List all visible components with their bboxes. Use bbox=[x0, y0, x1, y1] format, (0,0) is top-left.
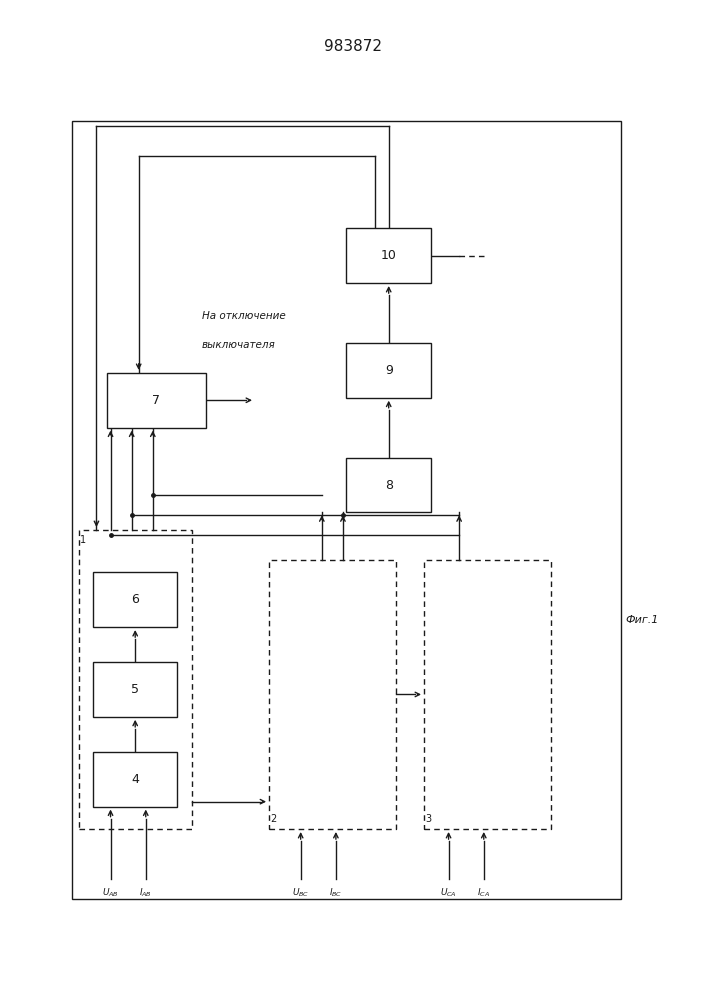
Bar bbox=[269, 560, 396, 829]
Text: $U_{CA}$: $U_{CA}$ bbox=[440, 887, 457, 899]
Bar bbox=[346, 343, 431, 398]
Text: 5: 5 bbox=[132, 683, 139, 696]
Text: 9: 9 bbox=[385, 364, 392, 377]
Text: $I_{AB}$: $I_{AB}$ bbox=[139, 887, 152, 899]
Text: 3: 3 bbox=[426, 814, 431, 824]
Text: 8: 8 bbox=[385, 479, 392, 492]
Bar bbox=[93, 662, 177, 717]
Bar bbox=[346, 458, 431, 512]
Text: $U_{AB}$: $U_{AB}$ bbox=[102, 887, 119, 899]
Text: 1: 1 bbox=[81, 535, 86, 545]
Bar bbox=[424, 560, 551, 829]
Bar bbox=[79, 530, 192, 829]
Text: 10: 10 bbox=[381, 249, 397, 262]
Text: $I_{CA}$: $I_{CA}$ bbox=[477, 887, 490, 899]
Text: $I_{BC}$: $I_{BC}$ bbox=[329, 887, 343, 899]
Text: 983872: 983872 bbox=[325, 39, 382, 54]
Text: выключателя: выключателя bbox=[202, 340, 276, 350]
Bar bbox=[72, 121, 621, 899]
Text: На отключение: На отключение bbox=[202, 311, 286, 321]
Bar bbox=[93, 572, 177, 627]
Text: Фиг.1: Фиг.1 bbox=[626, 615, 659, 625]
Text: 2: 2 bbox=[270, 814, 276, 824]
Text: $U_{BC}$: $U_{BC}$ bbox=[292, 887, 310, 899]
Text: 6: 6 bbox=[132, 593, 139, 606]
Text: 7: 7 bbox=[152, 394, 160, 407]
Text: 4: 4 bbox=[132, 773, 139, 786]
Bar bbox=[93, 752, 177, 807]
Bar bbox=[107, 373, 206, 428]
Bar bbox=[346, 228, 431, 283]
